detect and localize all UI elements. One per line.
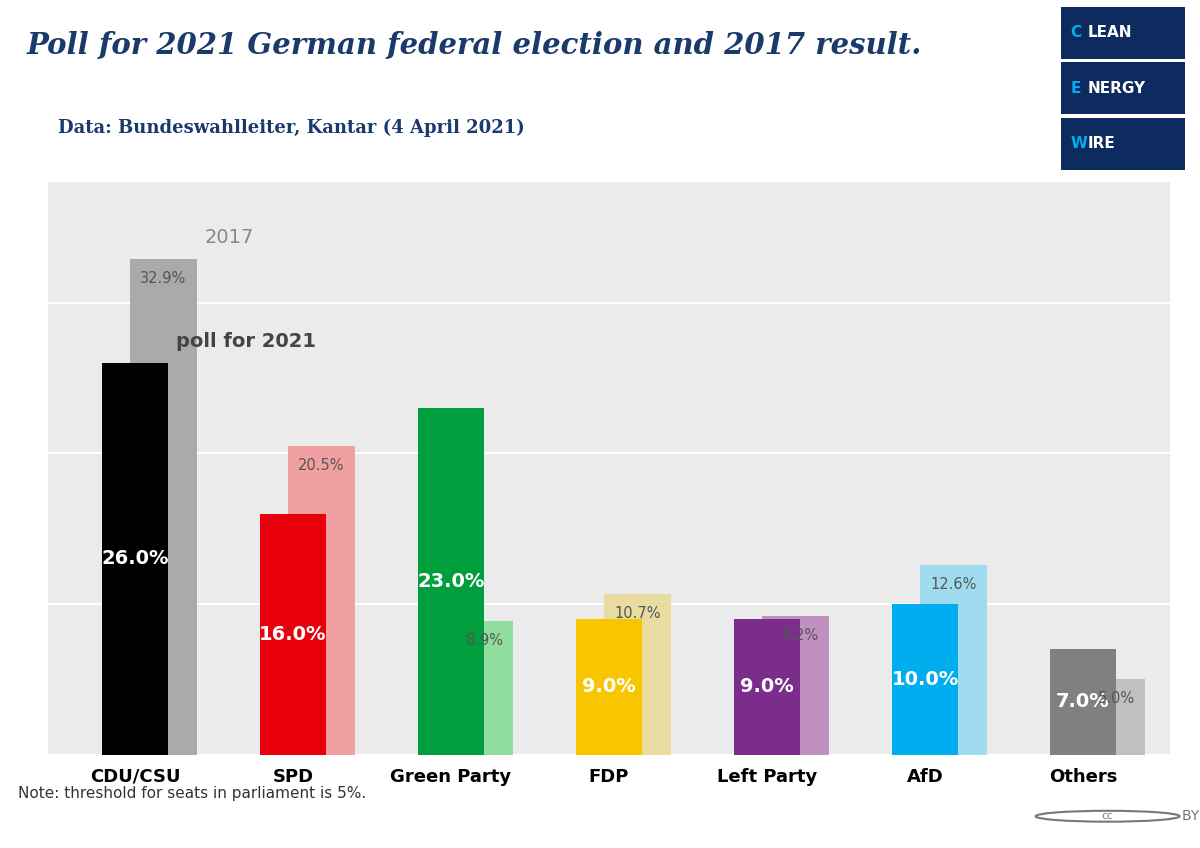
Bar [446,621,512,755]
Text: 2017: 2017 [204,228,254,247]
Text: 10.7%: 10.7% [614,605,661,621]
Text: poll for 2021: poll for 2021 [176,332,316,351]
Bar [288,446,354,755]
Bar [102,363,168,755]
Text: 26.0%: 26.0% [101,550,169,568]
Bar [1061,62,1184,114]
Bar [892,604,959,755]
Bar [259,514,326,755]
Bar [605,594,671,755]
Text: 20.5%: 20.5% [298,458,344,473]
Text: cc: cc [1102,812,1114,821]
Bar [1079,679,1145,755]
Bar [762,616,829,755]
Bar [1050,650,1116,755]
Text: 12.6%: 12.6% [930,577,977,592]
Text: IRE: IRE [1088,136,1116,151]
Text: 32.9%: 32.9% [140,271,186,286]
Text: Poll for 2021 German federal election and 2017 result.: Poll for 2021 German federal election an… [26,31,922,59]
Text: 7.0%: 7.0% [1056,693,1110,711]
Bar [1061,118,1184,170]
Bar [418,408,484,755]
Text: BY SA 4.0: BY SA 4.0 [1182,809,1200,823]
Text: 9.2%: 9.2% [781,628,818,643]
Text: Data: Bundeswahlleiter, Kantar (4 April 2021): Data: Bundeswahlleiter, Kantar (4 April … [58,119,524,137]
Text: 10.0%: 10.0% [892,670,959,689]
Text: 8.9%: 8.9% [466,633,503,648]
Text: NERGY: NERGY [1088,81,1146,96]
Text: Note: threshold for seats in parliament is 5%.: Note: threshold for seats in parliament … [18,786,366,801]
Text: LEAN: LEAN [1088,25,1133,41]
Text: 9.0%: 9.0% [582,678,636,696]
Text: 5.0%: 5.0% [1098,691,1135,706]
Text: E: E [1070,81,1080,96]
Text: 9.0%: 9.0% [740,678,794,696]
Bar [734,619,800,755]
Bar [576,619,642,755]
Text: 16.0%: 16.0% [259,625,326,644]
Text: 23.0%: 23.0% [418,572,485,591]
Bar [1061,7,1184,59]
Bar [130,259,197,755]
Text: C: C [1070,25,1081,41]
Bar [920,565,986,755]
Text: W: W [1070,136,1087,151]
